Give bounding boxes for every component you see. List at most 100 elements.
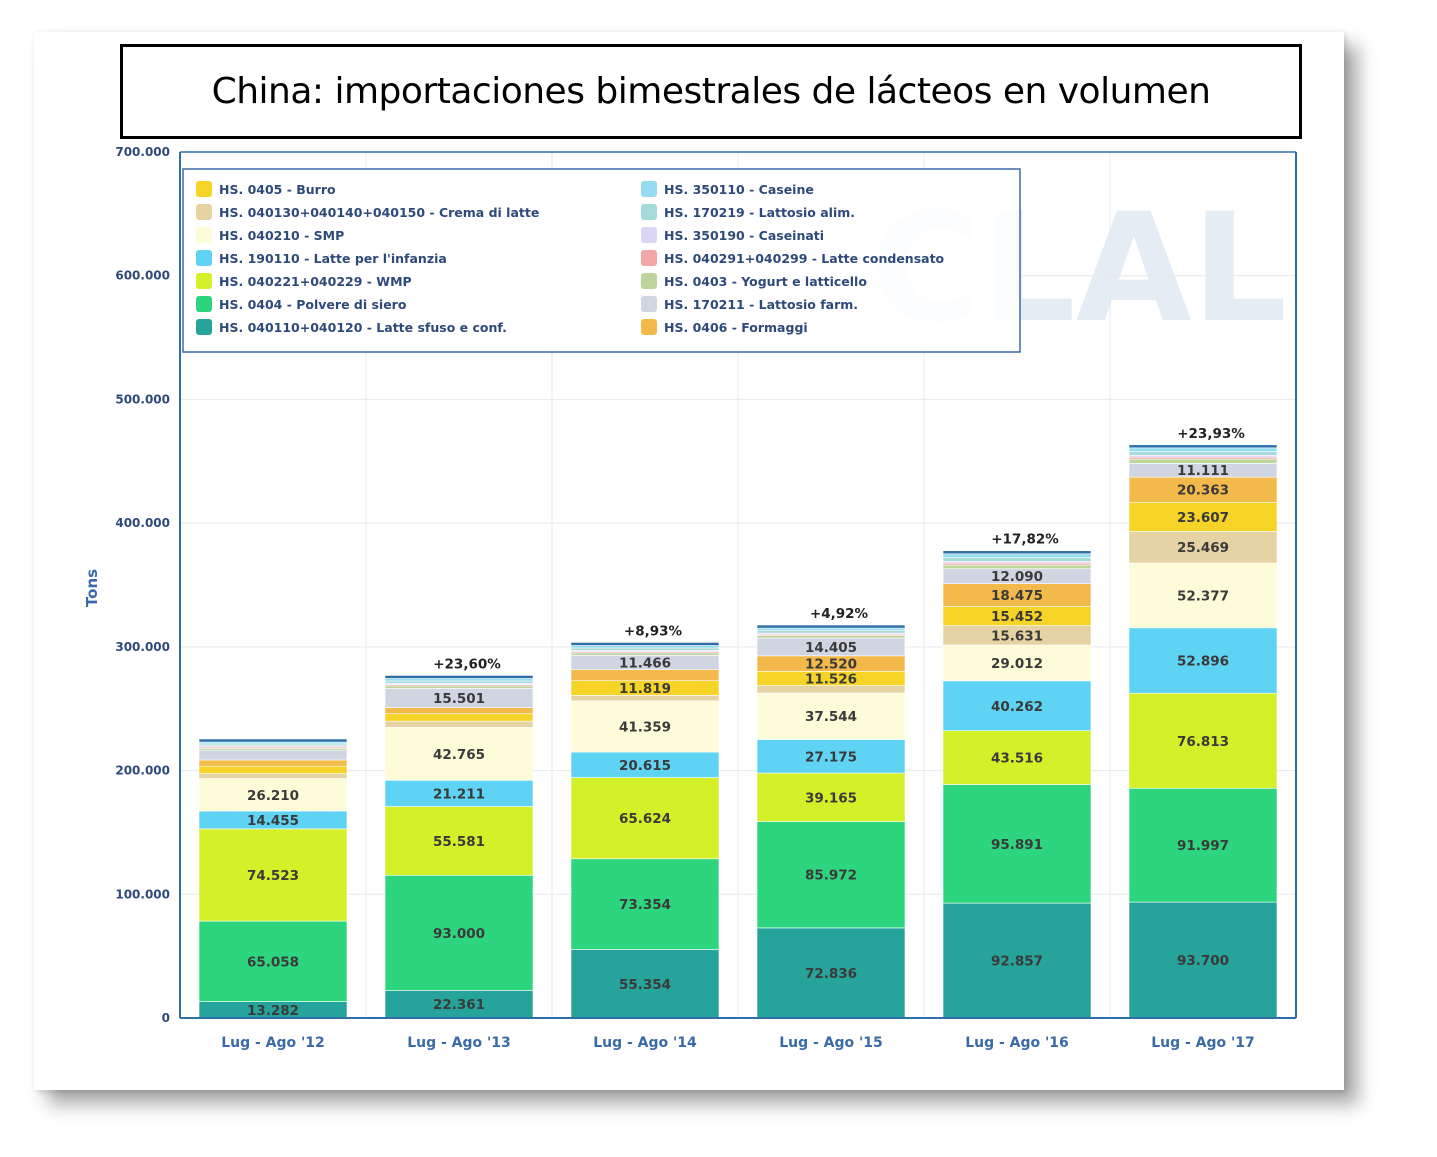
chart-title: China: importaciones bimestrales de láct…	[211, 71, 1211, 112]
bar-segment	[1128, 787, 1278, 903]
bar-segment	[942, 550, 1092, 555]
segment-label: 93.000	[433, 926, 485, 942]
legend-swatch	[196, 181, 212, 197]
segment-label: 27.175	[805, 749, 857, 765]
legend-label: HS. 0405 - Burro	[219, 182, 336, 197]
bar-segment	[1128, 447, 1278, 452]
growth-label: +4,92%	[810, 606, 869, 622]
y-tick-label: 400.000	[115, 516, 170, 530]
segment-label: 14.455	[247, 813, 299, 829]
segment-label: 52.896	[1177, 654, 1229, 670]
bar-segment	[1128, 476, 1278, 503]
x-tick-label: Lug - Ago '16	[965, 1035, 1069, 1051]
y-tick-label: 0	[162, 1011, 170, 1025]
segment-label: 52.377	[1177, 588, 1229, 604]
segment-label: 85.972	[805, 868, 857, 884]
segment-label: 65.624	[619, 811, 671, 827]
growth-label: +8,93%	[624, 623, 683, 639]
bars: 13.282 65.058 74.523 14.455 26.210 22.361 93.0…	[198, 426, 1278, 1019]
segment-label: 39.165	[805, 790, 857, 806]
bar-segment	[384, 680, 534, 684]
segment-label: 23.607	[1177, 510, 1229, 526]
bar-segment	[570, 652, 720, 656]
bar-segment	[1128, 562, 1278, 629]
segment-label: 11.111	[1177, 463, 1229, 479]
bar-segment	[756, 772, 906, 822]
bar-segment	[384, 779, 534, 807]
bar-segment	[384, 874, 534, 991]
bar-segment	[1128, 692, 1278, 789]
legend-label: HS. 040221+040229 - WMP	[219, 274, 412, 289]
legend-label: HS. 190110 - Latte per l'infanzia	[219, 251, 447, 266]
segment-label: 11.819	[619, 681, 671, 697]
bar-segment	[942, 784, 1092, 904]
segment-label: 20.615	[619, 758, 671, 774]
segment-label: 18.475	[991, 588, 1043, 604]
segment-label: 55.581	[433, 834, 485, 850]
bar-segment	[756, 927, 906, 1019]
y-tick-label: 300.000	[115, 640, 170, 654]
bar-segment	[1128, 458, 1278, 464]
bar-segment	[756, 821, 906, 929]
bar-segment	[942, 564, 1092, 569]
legend-swatch	[196, 204, 212, 220]
bar-segment	[384, 713, 534, 722]
legend-swatch	[196, 250, 212, 266]
legend-label: HS. 170219 - Lattosio alim.	[664, 205, 855, 220]
segment-label: 55.354	[619, 977, 671, 993]
segment-label: 74.523	[247, 868, 299, 884]
growth-label: +23,93%	[1177, 426, 1245, 442]
legend-label: HS. 350110 - Caseine	[664, 182, 814, 197]
segment-label: 40.262	[991, 699, 1043, 715]
segment-label: 21.211	[433, 786, 485, 802]
legend-swatch	[641, 181, 657, 197]
bar-segment	[570, 645, 720, 649]
segment-label: 13.282	[247, 1003, 299, 1019]
bar-segment	[198, 920, 348, 1002]
legend-label: HS. 0404 - Polvere di siero	[219, 297, 407, 312]
x-tick-label: Lug - Ago '13	[407, 1035, 511, 1051]
bar-segment	[1128, 531, 1278, 564]
bar-segment	[570, 647, 720, 651]
bar-segment	[570, 777, 720, 860]
segment-label: 95.891	[991, 837, 1043, 853]
legend-swatch	[641, 204, 657, 220]
bar-segment	[384, 727, 534, 781]
bar-segment	[384, 685, 534, 689]
x-tick-label: Lug - Ago '14	[593, 1035, 697, 1051]
legend-swatch	[196, 319, 212, 335]
segment-label: 37.544	[805, 709, 857, 725]
legend-box	[182, 168, 1021, 353]
x-tick-label: Lug - Ago '17	[1151, 1035, 1255, 1051]
legend-swatch	[641, 273, 657, 289]
bar-segment	[570, 949, 720, 1019]
segment-label: 43.516	[991, 751, 1043, 767]
bar-segment	[942, 553, 1092, 558]
bar-segment	[198, 828, 348, 922]
segment-label: 22.361	[433, 997, 485, 1013]
bar-segment	[384, 720, 534, 728]
bar-segment	[1128, 501, 1278, 532]
segment-label: 15.501	[433, 691, 485, 707]
bar-segment	[384, 806, 534, 876]
legend-label: HS. 170211 - Lattosio farm.	[664, 297, 858, 312]
bar-segment	[198, 749, 348, 761]
bar-segment	[198, 738, 348, 743]
bar-segment	[384, 678, 534, 682]
segment-label: 65.058	[247, 954, 299, 970]
segment-label: 12.090	[991, 569, 1043, 585]
legend-swatch	[641, 250, 657, 266]
segment-label: 72.836	[805, 966, 857, 982]
legend-label: HS. 0406 - Formaggi	[664, 320, 808, 335]
bar-segment	[198, 765, 348, 774]
segment-label: 93.700	[1177, 953, 1229, 969]
bar-segment	[756, 627, 906, 631]
bar-segment	[756, 624, 906, 629]
segment-label: 15.452	[991, 609, 1043, 625]
legend-label: HS. 040291+040299 - Latte condensato	[664, 251, 945, 266]
bar-segment	[756, 739, 906, 774]
bar-segment	[1128, 444, 1278, 449]
bar-segment	[942, 902, 1092, 1019]
y-tick-label: 600.000	[115, 269, 170, 283]
